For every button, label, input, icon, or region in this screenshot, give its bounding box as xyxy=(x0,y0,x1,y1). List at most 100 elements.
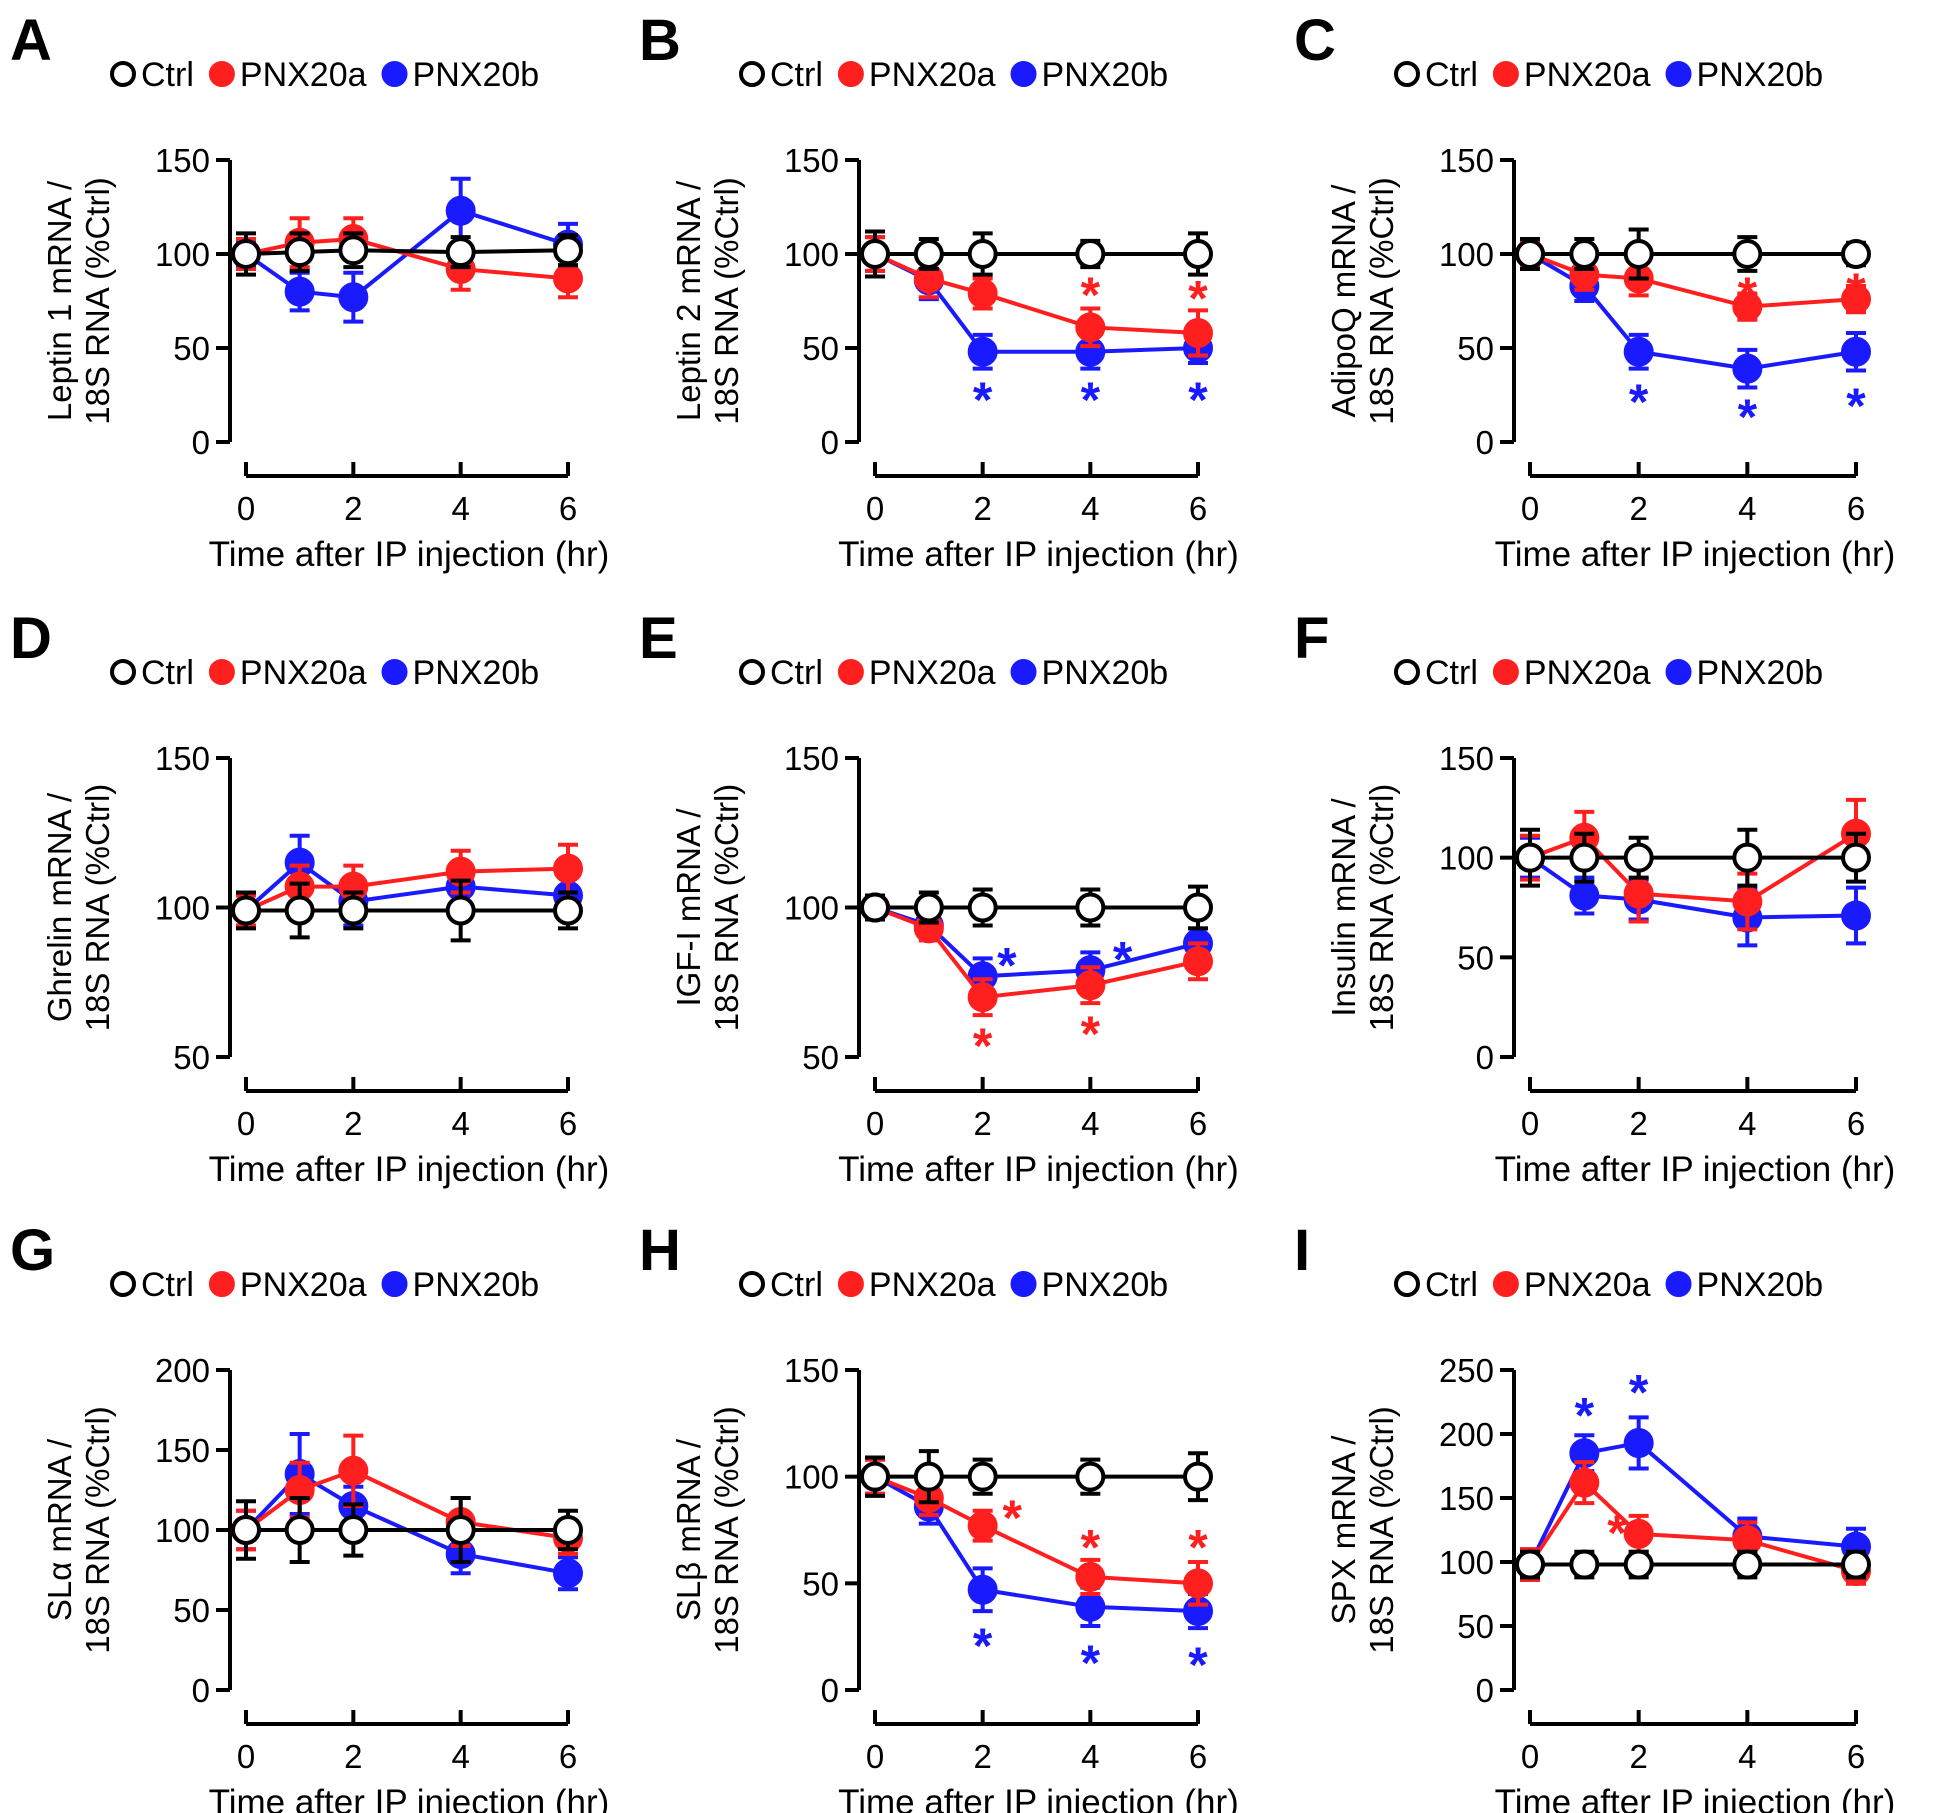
significance-marker: * xyxy=(1738,267,1758,323)
panel-d: D Ctrl PNX20a PNX20b 50 100 150 Ghrelin mRNA /1… xyxy=(10,606,609,1189)
legend-marker-pnx20a xyxy=(1492,1271,1519,1297)
legend-marker-pnx20a xyxy=(837,61,864,87)
series-pnx20b xyxy=(860,1457,1213,1631)
y-axis-label-line: 18S RNA (%Ctrl) xyxy=(1363,177,1400,425)
series-pnx20a xyxy=(231,216,583,300)
y-tick-label: 150 xyxy=(155,1432,210,1469)
legend-label-pnx20a: PNX20a xyxy=(1524,654,1651,692)
data-point-ctrl xyxy=(1515,842,1545,873)
y-axis-label-line: 18S RNA (%Ctrl) xyxy=(79,177,116,425)
panel-g: G Ctrl PNX20a PNX20b 0 50 100 150 200 SLα mRNA /1… xyxy=(10,1218,609,1813)
x-tick-label: 2 xyxy=(973,490,991,527)
data-point-ctrl xyxy=(860,892,890,923)
y-tick-label: 250 xyxy=(1439,1352,1494,1389)
data-point-ctrl xyxy=(231,1515,261,1545)
x-tick-label: 2 xyxy=(1629,490,1647,527)
panel-b: B Ctrl PNX20a PNX20b 0 50 100 150 Leptin 2 mRNA … xyxy=(639,8,1239,574)
x-axis-label: Time after IP injection (hr) xyxy=(1495,535,1896,574)
x-axis-label: Time after IP injection (hr) xyxy=(838,1783,1239,1813)
legend-label-pnx20b: PNX20b xyxy=(1042,56,1169,94)
legend-label-pnx20b: PNX20b xyxy=(1697,1266,1824,1304)
data-point-pnx20b xyxy=(553,1558,583,1589)
significance-marker: * xyxy=(1738,389,1758,445)
x-tick-label: 0 xyxy=(1521,490,1539,527)
x-axis-label: Time after IP injection (hr) xyxy=(1495,1150,1896,1189)
legend-marker-pnx20a xyxy=(1492,659,1519,685)
y-tick-label: 150 xyxy=(784,1352,839,1389)
data-point-ctrl xyxy=(553,895,583,926)
series-ctrl xyxy=(860,229,1213,279)
series-ctrl xyxy=(1515,227,1871,281)
y-tick-label: 50 xyxy=(1457,1608,1494,1645)
significance-marker: * xyxy=(1629,374,1649,430)
x-tick-label: 2 xyxy=(1629,1105,1647,1142)
y-axis-label: Leptin 1 mRNA /18S RNA (%Ctrl) xyxy=(41,177,116,425)
data-point-pnx20b xyxy=(445,195,476,226)
data-point-ctrl xyxy=(913,892,944,923)
data-point-ctrl xyxy=(1732,1549,1763,1580)
data-point-ctrl xyxy=(338,895,369,926)
data-point-ctrl xyxy=(860,1461,890,1492)
legend: Ctrl PNX20a PNX20b xyxy=(739,654,1168,692)
legend: Ctrl PNX20a PNX20b xyxy=(110,56,539,94)
y-tick-label: 50 xyxy=(802,1039,839,1076)
x-tick-label: 6 xyxy=(1189,490,1207,527)
legend-marker-ctrl xyxy=(739,1271,765,1297)
series-ctrl xyxy=(1515,827,1871,888)
series-pnx20b xyxy=(1515,1415,1871,1582)
series-ctrl xyxy=(860,1449,1213,1505)
significance-marker: * xyxy=(1629,1364,1649,1420)
y-axis-label-line: SLβ mRNA / xyxy=(670,1438,707,1621)
y-axis-label: Insulin mRNA /18S RNA (%Ctrl) xyxy=(1325,784,1400,1032)
data-point-pnx20b xyxy=(1841,336,1871,367)
data-point-pnx20a xyxy=(1732,1525,1763,1556)
significance-marker: * xyxy=(1575,1387,1595,1443)
legend-marker-ctrl xyxy=(1394,659,1420,685)
y-tick-label: 50 xyxy=(802,1565,839,1602)
panel-a: A Ctrl PNX20a PNX20b 0 50 100 150 Leptin 1 mRNA … xyxy=(10,8,609,574)
legend-marker-ctrl xyxy=(1394,1271,1420,1297)
y-axis-label-line: Leptin 1 mRNA / xyxy=(41,180,78,421)
legend: Ctrl PNX20a PNX20b xyxy=(1394,1266,1824,1304)
data-point-pnx20b xyxy=(1623,1427,1654,1458)
data-point-ctrl xyxy=(1732,842,1763,873)
x-tick-label: 4 xyxy=(451,1738,469,1775)
series-ctrl xyxy=(1515,1549,1871,1580)
x-tick-label: 4 xyxy=(451,490,469,527)
y-axis-label-line: 18S RNA (%Ctrl) xyxy=(708,1406,745,1654)
x-axis-label: Time after IP injection (hr) xyxy=(1495,1783,1896,1813)
data-point-ctrl xyxy=(1732,239,1763,269)
data-point-ctrl xyxy=(1183,1461,1213,1492)
legend-label-pnx20b: PNX20b xyxy=(413,654,540,692)
panel-label: F xyxy=(1294,606,1329,671)
data-point-pnx20a xyxy=(1732,291,1763,322)
legend-marker-pnx20a xyxy=(837,659,864,685)
data-point-ctrl xyxy=(284,895,315,926)
y-tick-label: 100 xyxy=(784,890,839,927)
x-tick-label: 6 xyxy=(559,1105,577,1142)
data-point-ctrl xyxy=(338,1515,369,1545)
y-tick-label: 100 xyxy=(784,236,839,273)
data-point-pnx20b xyxy=(1569,880,1600,911)
y-axis-label-line: IGF-I mRNA / xyxy=(670,808,707,1007)
legend-label-ctrl: Ctrl xyxy=(141,1266,194,1304)
x-tick-label: 4 xyxy=(1081,490,1099,527)
legend-marker-pnx20b xyxy=(1665,659,1692,685)
y-tick-label: 0 xyxy=(1476,424,1494,461)
data-point-ctrl xyxy=(1569,239,1600,269)
panel-label: C xyxy=(1294,8,1336,73)
x-tick-label: 2 xyxy=(973,1738,991,1775)
significance-marker: * xyxy=(1188,271,1208,327)
x-tick-label: 0 xyxy=(237,490,255,527)
legend-label-pnx20a: PNX20a xyxy=(240,56,367,94)
data-point-ctrl xyxy=(1841,1549,1871,1580)
data-point-ctrl xyxy=(231,895,261,926)
legend-label-ctrl: Ctrl xyxy=(770,56,823,94)
y-tick-label: 150 xyxy=(784,142,839,179)
legend-marker-pnx20b xyxy=(1665,61,1692,87)
data-point-ctrl xyxy=(967,239,998,269)
data-point-ctrl xyxy=(913,1461,944,1492)
data-point-ctrl xyxy=(1623,1549,1654,1580)
data-point-pnx20a xyxy=(1075,312,1106,343)
y-axis-label: SLα mRNA /18S RNA (%Ctrl) xyxy=(41,1406,116,1654)
